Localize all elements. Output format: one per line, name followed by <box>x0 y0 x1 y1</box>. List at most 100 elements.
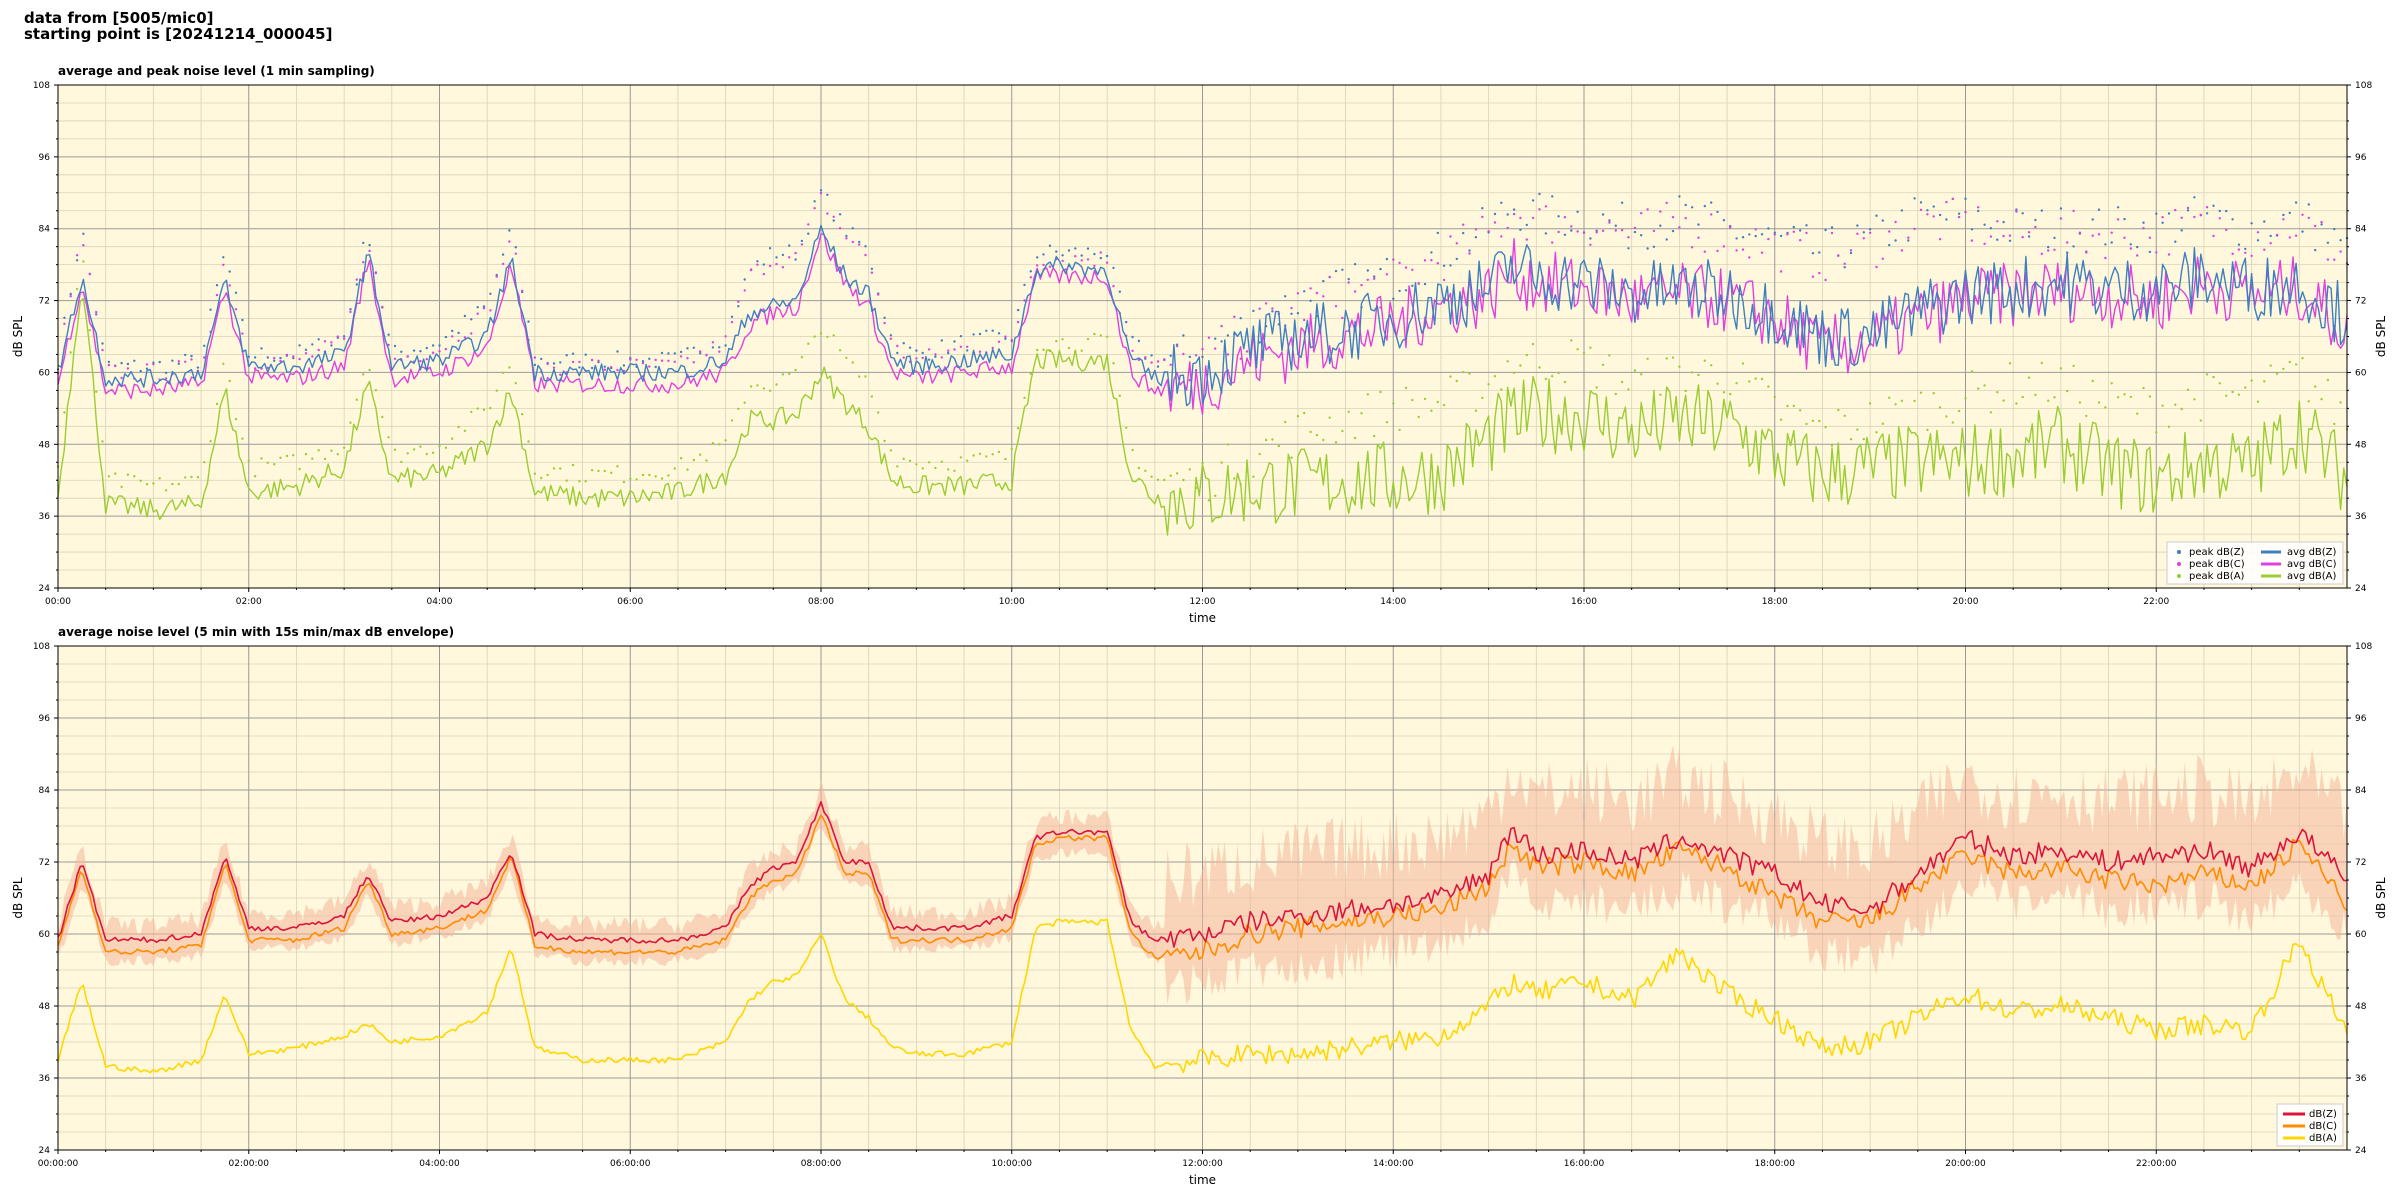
peak-point <box>1805 231 1808 235</box>
line-avg-db-z- <box>57 224 2348 407</box>
peak-point <box>597 360 600 364</box>
peak-point <box>514 252 517 255</box>
peak-point <box>444 347 448 351</box>
peak-point <box>381 305 384 309</box>
x-tick-label: 22:00 <box>2143 597 2169 607</box>
peak-point <box>69 292 72 296</box>
legend: dB(Z)dB(C)dB(A) <box>2276 1103 2344 1147</box>
y-tick-label: 36 <box>39 1074 51 1084</box>
peak-point <box>2047 245 2050 249</box>
peak-point <box>1347 281 1350 284</box>
peak-point <box>1620 201 1624 204</box>
peak-point <box>1697 223 1700 226</box>
peak-point <box>1551 375 1554 378</box>
peak-point <box>1328 275 1331 279</box>
peak-point <box>845 356 848 359</box>
peak-point <box>883 316 886 319</box>
peak-point <box>1468 249 1471 252</box>
peak-point <box>120 485 123 489</box>
peak-point <box>1315 433 1319 437</box>
peak-point <box>260 367 263 370</box>
peak-point <box>495 275 498 278</box>
peak-point <box>362 373 365 376</box>
peak-point <box>368 368 371 372</box>
peak-point <box>635 358 638 361</box>
peak-point <box>2339 239 2342 242</box>
peak-point <box>1697 236 1700 239</box>
peak-point <box>1888 230 1891 233</box>
peak-point <box>457 339 460 342</box>
peak-point <box>1830 444 1834 447</box>
peak-point <box>972 352 975 355</box>
peak-point <box>584 480 587 483</box>
peak-point <box>2104 256 2107 260</box>
peak-point <box>190 475 193 479</box>
peak-point <box>2244 247 2247 251</box>
peak-point <box>1640 234 1643 237</box>
y-tick-label: 96 <box>39 153 51 163</box>
peak-point <box>482 408 486 411</box>
peak-point <box>597 469 600 473</box>
peak-point <box>546 473 549 477</box>
peak-point <box>1957 212 1961 215</box>
peak-point <box>2066 241 2069 244</box>
peak-point <box>304 352 308 355</box>
peak-point <box>947 468 950 471</box>
peak-point <box>1710 213 1713 216</box>
peak-point <box>902 457 905 460</box>
peak-point <box>1093 264 1096 267</box>
peak-point <box>730 315 734 318</box>
peak-point <box>1048 244 1052 247</box>
peak-point <box>2320 220 2323 224</box>
peak-point <box>1303 318 1306 322</box>
peak-point <box>241 332 244 335</box>
peak-point <box>1983 242 1986 245</box>
peak-point <box>947 349 950 352</box>
x-tick-label: 22:00:00 <box>2136 1159 2177 1169</box>
peak-point <box>190 354 193 358</box>
peak-point <box>1023 299 1026 302</box>
peak-point <box>1112 266 1115 270</box>
peak-point <box>1373 275 1376 278</box>
peak-point <box>1894 239 1897 242</box>
peak-point <box>2148 395 2152 398</box>
peak-point <box>1284 324 1287 327</box>
peak-point <box>1837 254 1840 257</box>
peak-point <box>2136 245 2139 249</box>
peak-point <box>1264 325 1268 328</box>
peak-point <box>2021 395 2024 399</box>
peak-point <box>1945 218 1948 221</box>
peak-point <box>883 439 886 443</box>
peak-point <box>1888 243 1891 247</box>
peak-point <box>679 457 683 460</box>
peak-point <box>1519 364 1522 367</box>
peak-point <box>1156 360 1160 363</box>
peak-point <box>2002 399 2005 402</box>
peak-point <box>1493 212 1497 216</box>
peak-point <box>107 363 111 367</box>
peak-point <box>1735 382 1738 385</box>
peak-point <box>489 406 492 410</box>
peak-point <box>247 459 250 462</box>
series-peak-db-c- <box>56 191 2349 382</box>
peak-point <box>381 415 384 419</box>
peak-point <box>177 362 180 365</box>
peak-point <box>1131 448 1134 452</box>
peak-point <box>1277 444 1281 448</box>
peak-point <box>1531 216 1535 220</box>
peak-point <box>2205 373 2209 376</box>
peak-point <box>489 292 492 295</box>
peak-point <box>2256 231 2260 234</box>
peak-point <box>756 384 759 387</box>
peak-point <box>1067 264 1071 268</box>
peak-point <box>2034 225 2037 229</box>
peak-point <box>228 379 231 383</box>
peak-point <box>1862 437 1866 441</box>
y-tick-label: 108 <box>33 642 50 652</box>
legend-label: avg dB(A) <box>2287 571 2337 582</box>
peak-point <box>1379 306 1382 309</box>
peak-point <box>1729 392 1732 396</box>
peak-point <box>2027 235 2031 238</box>
peak-point <box>1996 391 1999 394</box>
peak-point <box>997 332 1001 335</box>
